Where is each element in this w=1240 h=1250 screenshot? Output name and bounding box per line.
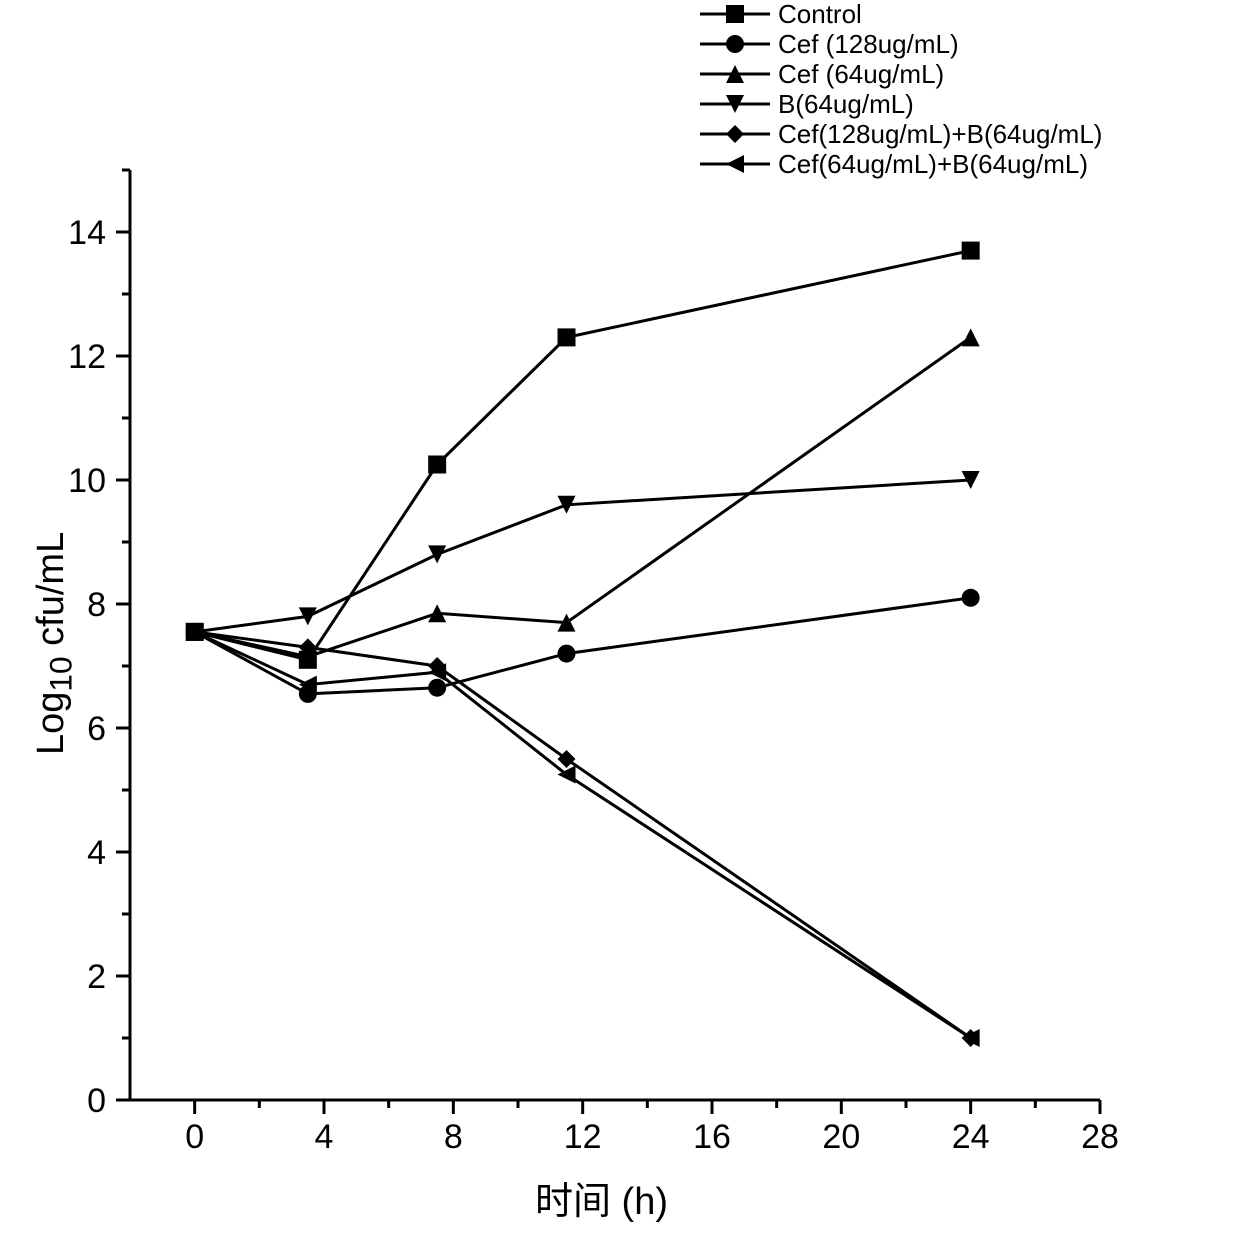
svg-text:Control: Control: [778, 0, 862, 29]
svg-text:12: 12: [68, 338, 106, 376]
svg-text:Cef(128ug/mL)+B(64ug/mL): Cef(128ug/mL)+B(64ug/mL): [778, 119, 1102, 149]
svg-text:16: 16: [693, 1118, 731, 1156]
svg-text:12: 12: [564, 1118, 602, 1156]
svg-text:24: 24: [952, 1118, 990, 1156]
svg-text:Cef(64ug/mL)+B(64ug/mL): Cef(64ug/mL)+B(64ug/mL): [778, 149, 1088, 179]
svg-text:28: 28: [1081, 1118, 1119, 1156]
svg-text:0: 0: [185, 1118, 204, 1156]
x-axis-label: 时间 (h): [535, 1170, 668, 1225]
svg-text:4: 4: [315, 1118, 334, 1156]
svg-text:20: 20: [822, 1118, 860, 1156]
y-axis-label: Log10 cfu/mL: [30, 532, 80, 755]
svg-text:Cef (128ug/mL): Cef (128ug/mL): [778, 29, 959, 59]
svg-text:14: 14: [68, 214, 106, 252]
svg-text:0: 0: [87, 1082, 106, 1120]
svg-text:8: 8: [87, 586, 106, 624]
svg-text:6: 6: [87, 710, 106, 748]
svg-text:10: 10: [68, 462, 106, 500]
svg-text:4: 4: [87, 834, 106, 872]
time-kill-chart: 024681012140481216202428ControlCef (128u…: [0, 0, 1240, 1250]
svg-text:Cef (64ug/mL): Cef (64ug/mL): [778, 59, 944, 89]
svg-text:8: 8: [444, 1118, 463, 1156]
svg-text:B(64ug/mL): B(64ug/mL): [778, 89, 914, 119]
svg-text:2: 2: [87, 958, 106, 996]
chart-svg: 024681012140481216202428ControlCef (128u…: [0, 0, 1240, 1250]
